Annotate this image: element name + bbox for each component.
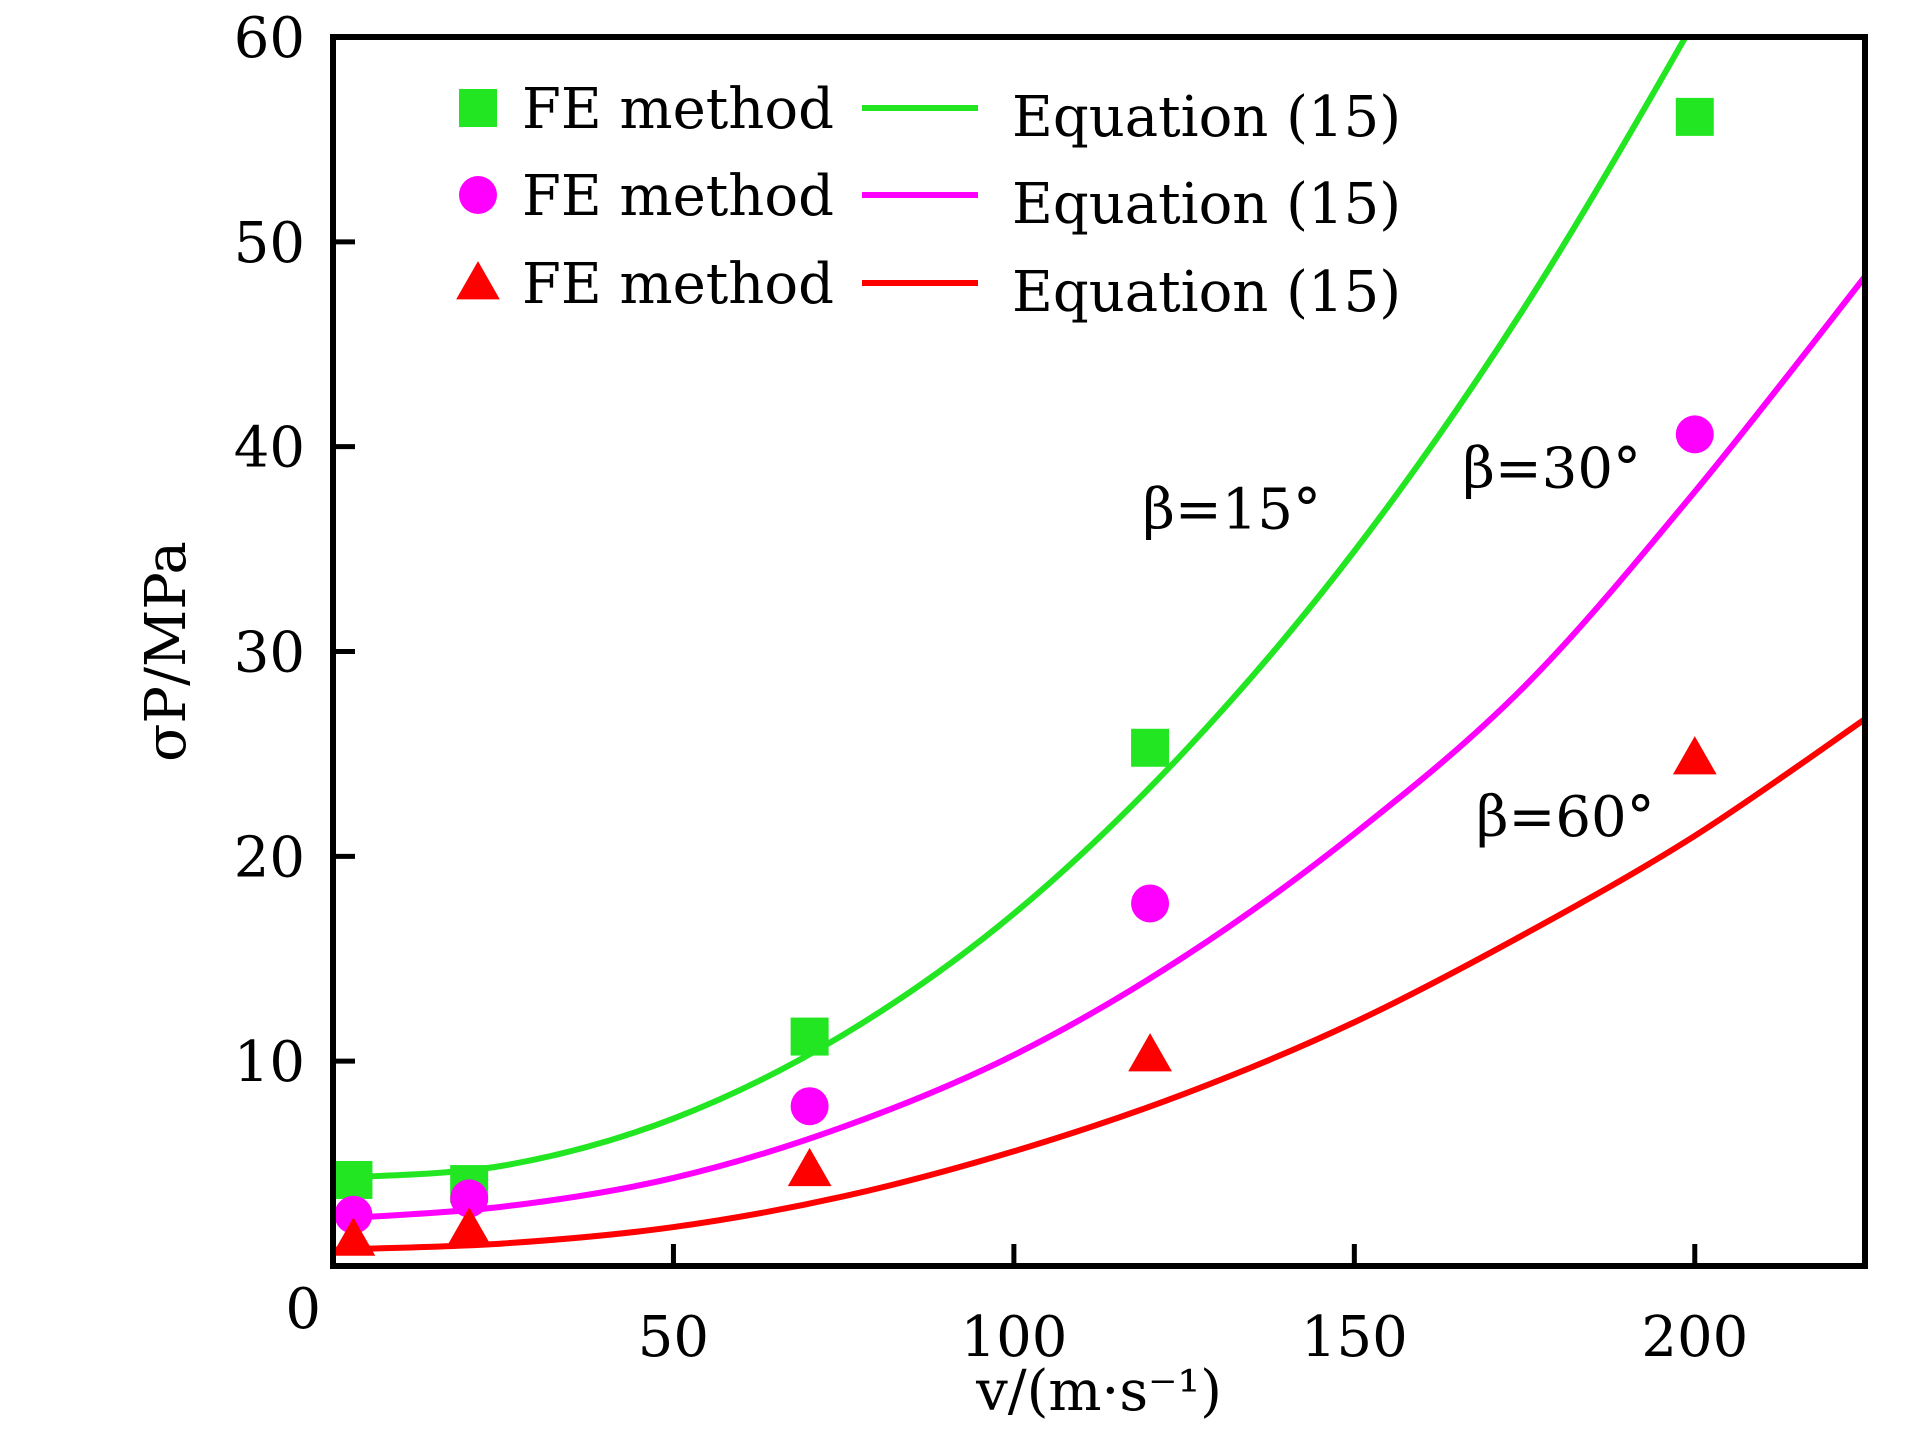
fe-point-circle [450,1179,489,1218]
legend: FE method FE method FE method Equation (15)… [456,77,1401,325]
fe-point-square [1675,97,1714,136]
beta-annotation: β=30° [1463,437,1642,502]
legend-marker-circle [459,176,497,214]
fe-point-triangle [787,1147,832,1187]
x-tick-label: 0 [285,1277,321,1342]
fe-point-triangle [447,1207,492,1246]
fe-point-circle [1131,884,1170,923]
equation-curve-4 [333,274,1865,1222]
fe-point-triangle [1128,1033,1172,1072]
x-tick-label: 100 [960,1305,1067,1370]
fe-point-triangle [331,1217,376,1256]
y-tick-label: 30 [234,621,305,686]
equation-curve-3 [333,37,1689,1181]
axis-ticks: 0 50 100 150 200 10 20 30 40 50 60 [234,6,1748,1370]
y-tick-label: 10 [234,1030,305,1095]
fe-point-circle [334,1195,373,1234]
beta-annotation: β=60° [1476,785,1655,850]
fe-point-square [1131,728,1170,767]
equation-curve-5 [333,716,1865,1253]
fe-method-points [331,97,1717,1256]
y-tick-label: 50 [234,211,305,276]
y-tick-label: 40 [234,416,305,481]
x-tick-label: 200 [1641,1305,1748,1370]
fe-point-circle [1675,415,1714,454]
legend-label: FE method [522,77,834,142]
x-axis-label: v/(m·s⁻¹) [975,1359,1222,1424]
legend-marker-square [459,89,497,127]
legend-label: Equation (15) [1012,85,1401,150]
y-tick-label: 20 [234,825,305,890]
fe-point-square [790,1017,829,1056]
legend-label: Equation (15) [1012,260,1401,325]
x-tick-label: 50 [638,1305,709,1370]
legend-label: FE method [522,164,834,229]
fe-point-square [334,1160,373,1199]
beta-annotation: β=15° [1142,478,1321,543]
legend-label: FE method [522,252,834,317]
fe-point-circle [790,1087,829,1126]
legend-marker-triangle [456,261,500,300]
equation-curves [333,37,1865,1253]
y-tick-label: 60 [234,6,305,71]
x-tick-label: 150 [1301,1305,1408,1370]
y-axis-label: σP/MPa [134,541,199,762]
curve-annotations: β=15° β=30° β=60° [1142,437,1654,850]
legend-label: Equation (15) [1012,172,1401,237]
fe-point-triangle [1672,736,1717,775]
